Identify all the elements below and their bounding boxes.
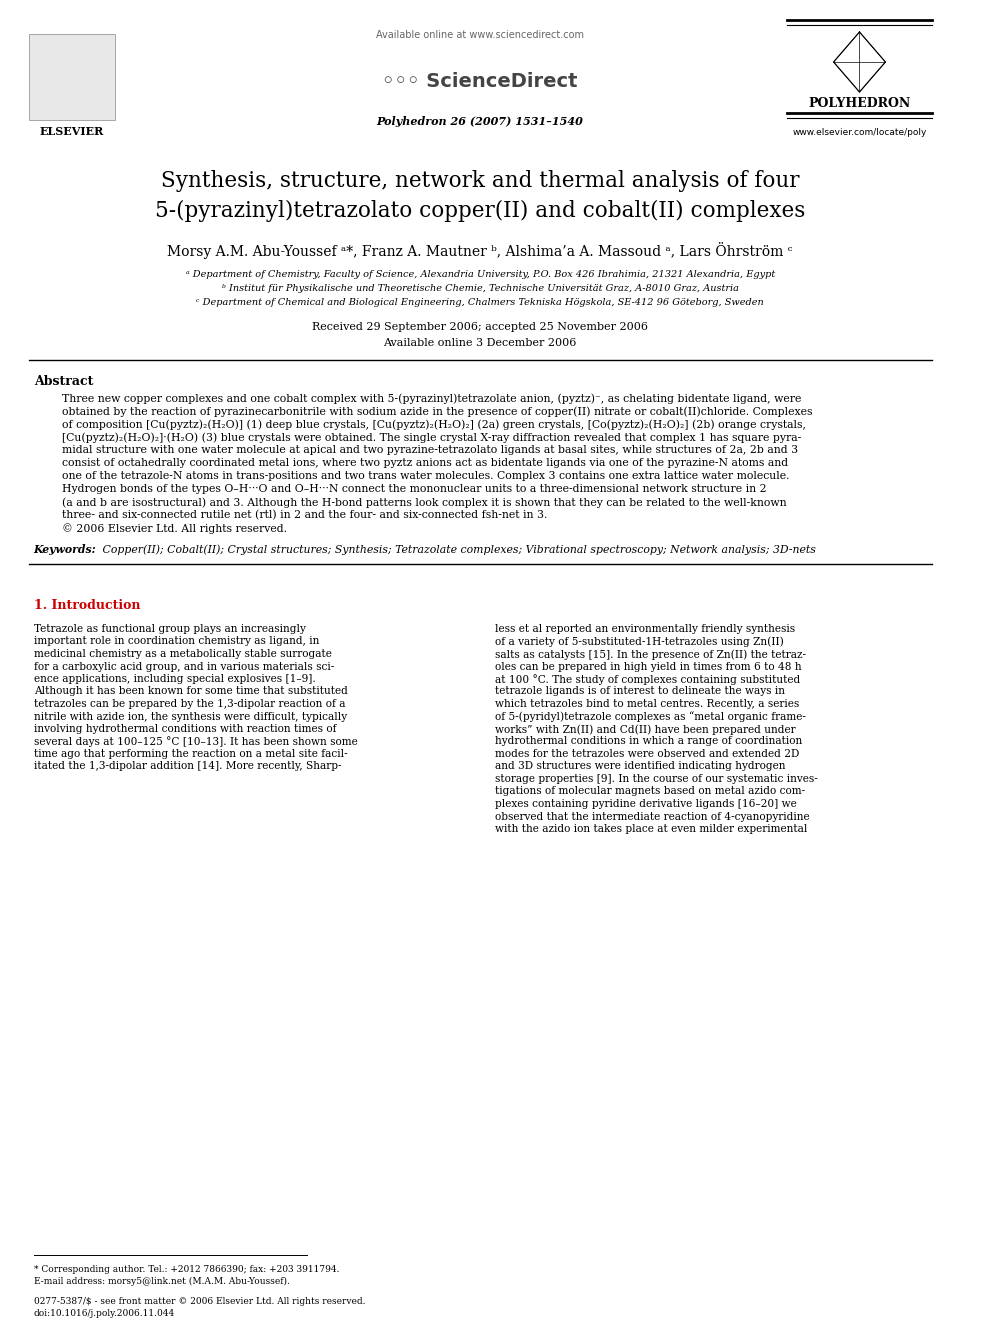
Text: ence applications, including special explosives [1–9].: ence applications, including special exp… <box>34 673 315 684</box>
Text: Synthesis, structure, network and thermal analysis of four: Synthesis, structure, network and therma… <box>161 169 800 192</box>
FancyBboxPatch shape <box>29 34 115 120</box>
Text: observed that the intermediate reaction of 4-cyanopyridine: observed that the intermediate reaction … <box>495 811 809 822</box>
Text: Received 29 September 2006; accepted 25 November 2006: Received 29 September 2006; accepted 25 … <box>312 321 648 332</box>
Text: time ago that performing the reaction on a metal site facil-: time ago that performing the reaction on… <box>34 749 347 759</box>
Text: doi:10.1016/j.poly.2006.11.044: doi:10.1016/j.poly.2006.11.044 <box>34 1308 175 1318</box>
Text: with the azido ion takes place at even milder experimental: with the azido ion takes place at even m… <box>495 824 806 833</box>
Text: oles can be prepared in high yield in times from 6 to 48 h: oles can be prepared in high yield in ti… <box>495 662 802 672</box>
Text: tetrazole ligands is of interest to delineate the ways in: tetrazole ligands is of interest to deli… <box>495 687 785 696</box>
Text: © 2006 Elsevier Ltd. All rights reserved.: © 2006 Elsevier Ltd. All rights reserved… <box>62 523 288 533</box>
Text: for a carboxylic acid group, and in various materials sci-: for a carboxylic acid group, and in vari… <box>34 662 334 672</box>
Text: Available online at www.sciencedirect.com: Available online at www.sciencedirect.co… <box>376 30 584 40</box>
Text: POLYHEDRON: POLYHEDRON <box>808 97 911 110</box>
Text: Tetrazole as functional group plays an increasingly: Tetrazole as functional group plays an i… <box>34 624 306 634</box>
Text: modes for the tetrazoles were observed and extended 2D: modes for the tetrazoles were observed a… <box>495 749 799 759</box>
Text: of composition [Cu(pyztz)₂(H₂O)] (1) deep blue crystals, [Cu(pyztz)₂(H₂O)₂] (2a): of composition [Cu(pyztz)₂(H₂O)] (1) dee… <box>62 419 806 430</box>
Text: involving hydrothermal conditions with reaction times of: involving hydrothermal conditions with r… <box>34 724 336 734</box>
Text: 5-(pyrazinyl)tetrazolato copper(II) and cobalt(II) complexes: 5-(pyrazinyl)tetrazolato copper(II) and … <box>155 200 806 222</box>
Text: Hydrogen bonds of the types O–H···O and O–H···N connect the mononuclear units to: Hydrogen bonds of the types O–H···O and … <box>62 484 767 493</box>
Text: salts as catalysts [15]. In the presence of Zn(II) the tetraz-: salts as catalysts [15]. In the presence… <box>495 650 806 660</box>
Text: [Cu(pyztz)₂(H₂O)₂]·(H₂O) (3) blue crystals were obtained. The single crystal X-r: [Cu(pyztz)₂(H₂O)₂]·(H₂O) (3) blue crysta… <box>62 433 802 443</box>
Text: nitrile with azide ion, the synthesis were difficult, typically: nitrile with azide ion, the synthesis we… <box>34 712 347 721</box>
Text: and 3D structures were identified indicating hydrogen: and 3D structures were identified indica… <box>495 762 785 771</box>
Text: ᵃ Department of Chemistry, Faculty of Science, Alexandria University, P.O. Box 4: ᵃ Department of Chemistry, Faculty of Sc… <box>186 270 775 279</box>
Text: Three new copper complexes and one cobalt complex with 5-(pyrazinyl)tetrazolate : Three new copper complexes and one cobal… <box>62 393 802 404</box>
Text: tetrazoles can be prepared by the 1,3-dipolar reaction of a: tetrazoles can be prepared by the 1,3-di… <box>34 699 345 709</box>
Text: ◦◦◦ ScienceDirect: ◦◦◦ ScienceDirect <box>382 71 578 91</box>
Text: * Corresponding author. Tel.: +2012 7866390; fax: +203 3911794.: * Corresponding author. Tel.: +2012 7866… <box>34 1265 339 1274</box>
Text: Abstract: Abstract <box>34 374 93 388</box>
Text: tigations of molecular magnets based on metal azido com-: tigations of molecular magnets based on … <box>495 786 805 796</box>
Text: ᵇ Institut für Physikalische und Theoretische Chemie, Technische Universität Gra: ᵇ Institut für Physikalische und Theoret… <box>221 284 739 292</box>
Text: less et al reported an environmentally friendly synthesis: less et al reported an environmentally f… <box>495 624 795 634</box>
Text: www.elsevier.com/locate/poly: www.elsevier.com/locate/poly <box>793 128 927 138</box>
Text: Polyhedron 26 (2007) 1531–1540: Polyhedron 26 (2007) 1531–1540 <box>377 116 583 127</box>
Text: Keywords:: Keywords: <box>34 544 96 556</box>
Text: (a and b are isostructural) and 3. Although the H-bond patterns look complex it : (a and b are isostructural) and 3. Altho… <box>62 497 787 508</box>
Text: works” with Zn(II) and Cd(II) have been prepared under: works” with Zn(II) and Cd(II) have been … <box>495 724 796 734</box>
Text: Morsy A.M. Abu-Youssef ᵃ*, Franz A. Mautner ᵇ, Alshima’a A. Massoud ᵃ, Lars Öhrs: Morsy A.M. Abu-Youssef ᵃ*, Franz A. Maut… <box>168 242 793 259</box>
Text: 1. Introduction: 1. Introduction <box>34 599 140 613</box>
Text: which tetrazoles bind to metal centres. Recently, a series: which tetrazoles bind to metal centres. … <box>495 699 799 709</box>
Text: consist of octahedrally coordinated metal ions, where two pyztz anions act as bi: consist of octahedrally coordinated meta… <box>62 458 789 468</box>
Text: hydrothermal conditions in which a range of coordination: hydrothermal conditions in which a range… <box>495 737 802 746</box>
Text: itated the 1,3-dipolar addition [14]. More recently, Sharp-: itated the 1,3-dipolar addition [14]. Mo… <box>34 762 341 771</box>
Text: Although it has been known for some time that substituted: Although it has been known for some time… <box>34 687 347 696</box>
Text: plexes containing pyridine derivative ligands [16–20] we: plexes containing pyridine derivative li… <box>495 799 797 808</box>
Text: at 100 °C. The study of complexes containing substituted: at 100 °C. The study of complexes contai… <box>495 673 800 685</box>
Text: storage properties [9]. In the course of our systematic inves-: storage properties [9]. In the course of… <box>495 774 817 785</box>
Text: Copper(II); Cobalt(II); Crystal structures; Synthesis; Tetrazolate complexes; Vi: Copper(II); Cobalt(II); Crystal structur… <box>99 544 815 554</box>
Text: E-mail address: morsy5@link.net (M.A.M. Abu-Youssef).: E-mail address: morsy5@link.net (M.A.M. … <box>34 1277 290 1286</box>
Text: Available online 3 December 2006: Available online 3 December 2006 <box>384 337 577 348</box>
Text: one of the tetrazole-N atoms in trans-positions and two trans water molecules. C: one of the tetrazole-N atoms in trans-po… <box>62 471 790 482</box>
Text: of 5-(pyridyl)tetrazole complexes as “metal organic frame-: of 5-(pyridyl)tetrazole complexes as “me… <box>495 712 806 722</box>
Text: of a variety of 5-substituted-1H-tetrazoles using Zn(II): of a variety of 5-substituted-1H-tetrazo… <box>495 636 784 647</box>
Text: three- and six-connected rutile net (rtl) in 2 and the four- and six-connected f: three- and six-connected rutile net (rtl… <box>62 509 548 520</box>
Text: 0277-5387/$ - see front matter © 2006 Elsevier Ltd. All rights reserved.: 0277-5387/$ - see front matter © 2006 El… <box>34 1297 365 1306</box>
Text: ELSEVIER: ELSEVIER <box>40 126 104 138</box>
Text: several days at 100–125 °C [10–13]. It has been shown some: several days at 100–125 °C [10–13]. It h… <box>34 737 357 747</box>
Text: midal structure with one water molecule at apical and two pyrazine-tetrazolato l: midal structure with one water molecule … <box>62 445 799 455</box>
Text: medicinal chemistry as a metabolically stable surrogate: medicinal chemistry as a metabolically s… <box>34 650 331 659</box>
Text: obtained by the reaction of pyrazinecarbonitrile with sodium azide in the presen: obtained by the reaction of pyrazinecarb… <box>62 406 812 417</box>
Text: ᶜ Department of Chemical and Biological Engineering, Chalmers Tekniska Högskola,: ᶜ Department of Chemical and Biological … <box>196 298 764 307</box>
Text: important role in coordination chemistry as ligand, in: important role in coordination chemistry… <box>34 636 319 647</box>
